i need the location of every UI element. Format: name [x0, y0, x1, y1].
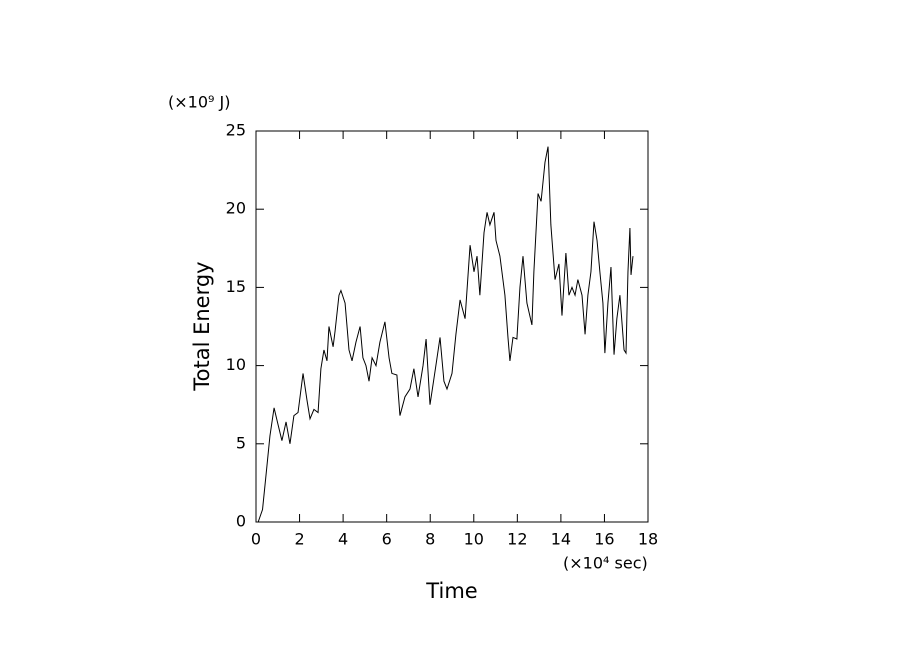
x-axis-title: Time: [425, 579, 477, 603]
x-tick-label: 10: [464, 530, 484, 549]
data-line: [257, 146, 634, 523]
x-tick-label: 12: [507, 530, 527, 549]
x-tick-label: 4: [338, 530, 348, 549]
x-tick-label: 8: [425, 530, 435, 549]
x-unit: (×10⁴ sec): [563, 554, 648, 573]
x-tick-label: 16: [594, 530, 614, 549]
y-unit: (×10⁹ J): [168, 93, 230, 112]
y-tick-label: 10: [226, 355, 246, 374]
y-tick-label: 5: [236, 433, 246, 452]
y-tick-label: 25: [226, 121, 246, 140]
x-tick-label: 2: [294, 530, 304, 549]
x-tick-label: 14: [551, 530, 571, 549]
x-tick-label: 18: [638, 530, 658, 549]
y-tick-label: 20: [226, 199, 246, 218]
plot-frame: [255, 130, 649, 523]
y-tick-label: 15: [226, 277, 246, 296]
x-tick-label: 0: [251, 530, 261, 549]
y-axis-title: Total Energy: [190, 261, 214, 391]
x-tick-label: 6: [382, 530, 392, 549]
y-tick-label: 0: [236, 512, 246, 531]
